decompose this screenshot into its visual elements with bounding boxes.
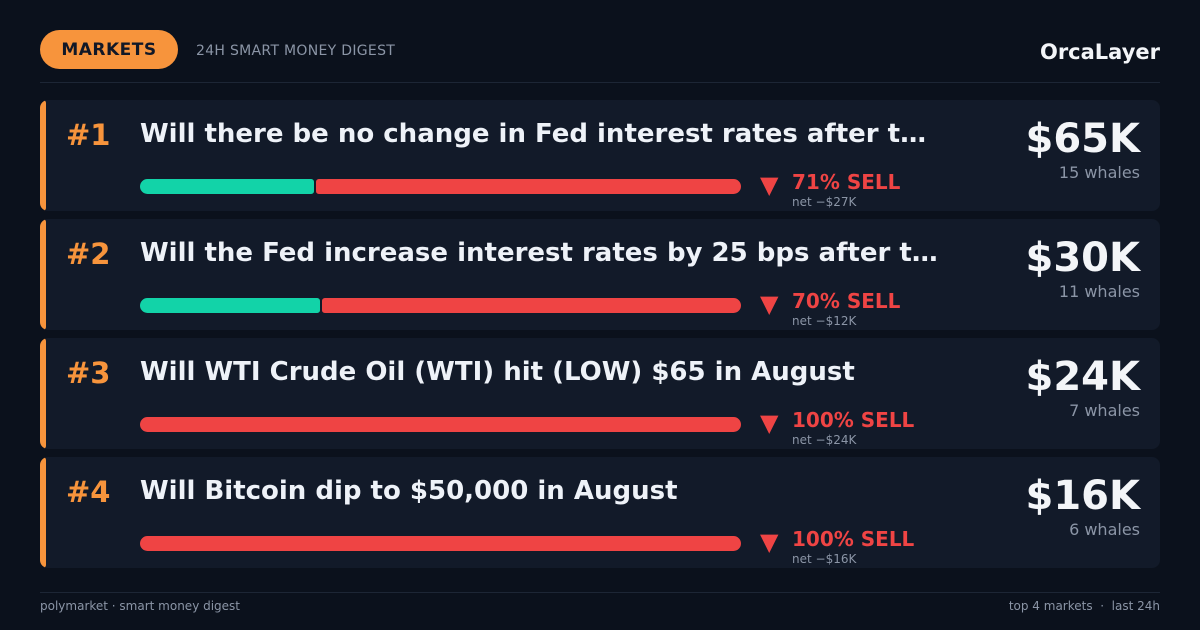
net-flow: net −$12K xyxy=(792,314,857,328)
net-flow: net −$16K xyxy=(792,552,857,566)
market-title[interactable]: Will Bitcoin dip to $50,000 in August xyxy=(140,476,678,506)
net-flow: net −$24K xyxy=(792,433,857,447)
sell-percentage: 100% SELL xyxy=(792,527,915,551)
down-arrow-icon: ▼ xyxy=(760,528,779,556)
volume-amount: $16K xyxy=(1025,473,1141,519)
net-flow: net −$27K xyxy=(792,195,857,209)
whale-count: 15 whales xyxy=(1058,163,1140,182)
header: MARKETS 24H SMART MONEY DIGEST OrcaLayer xyxy=(40,30,1160,70)
header-divider xyxy=(40,82,1160,83)
volume-amount: $65K xyxy=(1025,116,1141,162)
brand-logo: OrcaLayer xyxy=(1039,40,1160,64)
footer-source: polymarket · smart money digest xyxy=(40,599,241,613)
market-rank: #4 xyxy=(66,475,111,509)
market-card-2[interactable]: #2 Will the Fed increase interest rates … xyxy=(40,219,1160,330)
down-arrow-icon: ▼ xyxy=(760,409,779,437)
market-card-4[interactable]: #4 Will Bitcoin dip to $50,000 in August… xyxy=(40,457,1160,568)
card-accent-bar xyxy=(40,457,46,568)
down-arrow-icon: ▼ xyxy=(760,290,779,318)
buy-sell-bar xyxy=(140,536,741,551)
whale-count: 11 whales xyxy=(1058,282,1140,301)
footer-divider xyxy=(40,592,1160,593)
page-subtitle: 24H SMART MONEY DIGEST xyxy=(196,43,396,59)
footer-summary: top 4 markets · last 24h xyxy=(1008,599,1160,613)
whale-count: 6 whales xyxy=(1069,520,1140,539)
market-rank: #3 xyxy=(66,356,111,390)
sell-segment xyxy=(140,536,741,551)
market-title[interactable]: Will the Fed increase interest rates by … xyxy=(140,238,938,268)
sell-percentage: 71% SELL xyxy=(792,170,901,194)
volume-amount: $24K xyxy=(1025,354,1141,400)
card-accent-bar xyxy=(40,338,46,449)
buy-sell-bar xyxy=(140,179,741,194)
down-arrow-icon: ▼ xyxy=(760,171,779,199)
market-title[interactable]: Will there be no change in Fed interest … xyxy=(140,119,927,149)
sell-percentage: 70% SELL xyxy=(792,289,901,313)
market-rank: #2 xyxy=(66,237,111,271)
markets-badge[interactable]: MARKETS xyxy=(40,30,178,69)
market-card-1[interactable]: #1 Will there be no change in Fed intere… xyxy=(40,100,1160,211)
whale-count: 7 whales xyxy=(1069,401,1140,420)
market-title[interactable]: Will WTI Crude Oil (WTI) hit (LOW) $65 i… xyxy=(140,357,855,387)
market-rank: #1 xyxy=(66,118,111,152)
buy-sell-bar xyxy=(140,417,741,432)
sell-percentage: 100% SELL xyxy=(792,408,915,432)
card-accent-bar xyxy=(40,219,46,330)
card-accent-bar xyxy=(40,100,46,211)
sell-segment xyxy=(316,179,741,194)
sell-segment xyxy=(140,417,741,432)
market-card-3[interactable]: #3 Will WTI Crude Oil (WTI) hit (LOW) $6… xyxy=(40,338,1160,449)
buy-segment xyxy=(140,298,320,313)
buy-segment xyxy=(140,179,314,194)
buy-sell-bar xyxy=(140,298,741,313)
sell-segment xyxy=(322,298,741,313)
volume-amount: $30K xyxy=(1025,235,1141,281)
